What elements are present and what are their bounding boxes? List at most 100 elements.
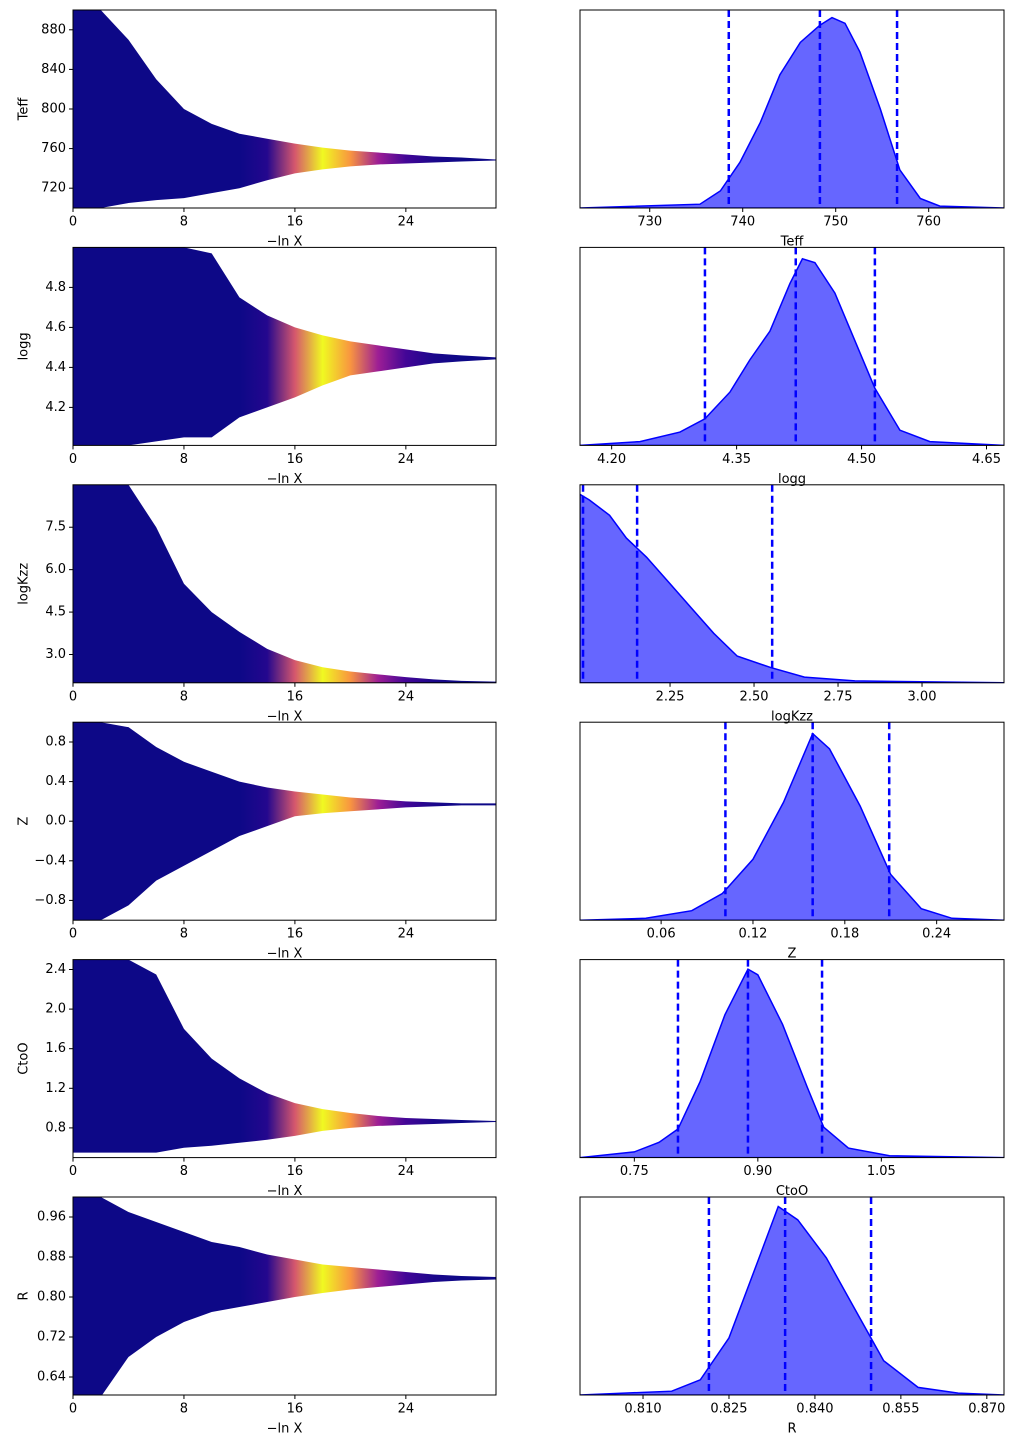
x-tick-label: 24: [398, 927, 415, 942]
y-tick-label: 0.64: [37, 1370, 66, 1385]
x-tick-label: 0.06: [647, 927, 676, 942]
panel: [580, 247, 1004, 446]
x-tick-label: 0: [69, 452, 77, 467]
posterior-density: [580, 16, 1004, 208]
y-axis-label: Teff: [17, 97, 32, 122]
y-tick-label: 1.2: [45, 1081, 66, 1096]
y-tick-label: 840: [41, 62, 66, 77]
x-tick-label: 0: [69, 927, 77, 942]
y-tick-label: 0.0: [45, 814, 66, 829]
x-tick-label: 4.50: [847, 452, 876, 467]
y-tick-label: 4.8: [45, 280, 66, 295]
y-tick-label: 6.0: [45, 562, 66, 577]
x-tick-label: 4.20: [597, 452, 626, 467]
y-tick-label: 880: [41, 22, 66, 37]
panel: [73, 1197, 496, 1395]
posterior-density: [580, 1205, 1004, 1395]
x-tick-label: 0.90: [743, 1164, 772, 1179]
panel: [580, 1197, 1004, 1395]
axes-frame: [579, 1196, 1005, 1396]
axes-frame: [579, 246, 1005, 446]
x-axis-label: −ln X: [267, 235, 303, 250]
x-tick-label: 750: [823, 215, 848, 230]
posterior-density: [580, 493, 1004, 683]
y-tick-label: 800: [41, 102, 66, 117]
panel: [73, 722, 496, 921]
x-tick-label: 16: [287, 1402, 304, 1417]
axes-frame: [72, 246, 497, 446]
y-tick-label: 2.0: [45, 1002, 66, 1017]
y-axis-label: logg: [17, 332, 32, 360]
x-axis-label: R: [787, 1422, 796, 1437]
y-tick-label: 2.4: [45, 962, 66, 977]
x-tick-label: 24: [398, 1164, 415, 1179]
axes-frame: [72, 959, 497, 1159]
y-tick-label: 0.8: [45, 735, 66, 750]
panel: [73, 959, 496, 1153]
x-tick-label: 730: [637, 215, 662, 230]
posterior-density: [580, 732, 1004, 921]
y-tick-label: −0.4: [34, 853, 66, 868]
y-axis-label: logKzz: [17, 563, 32, 605]
x-tick-label: 16: [287, 689, 304, 704]
y-tick-label: 7.5: [45, 520, 66, 535]
x-tick-label: 8: [180, 1164, 188, 1179]
axes-frame: [579, 721, 1005, 921]
panel: [580, 722, 1004, 921]
axes-frame: [579, 484, 1005, 684]
x-tick-label: 16: [287, 1164, 304, 1179]
x-tick-label: 0.18: [830, 927, 859, 942]
x-tick-label: 0: [69, 689, 77, 704]
y-tick-label: 1.6: [45, 1041, 66, 1056]
x-axis-label: Z: [788, 947, 797, 962]
x-tick-label: 1.05: [867, 1164, 896, 1179]
y-tick-label: 4.5: [45, 605, 66, 620]
x-axis-label: −ln X: [267, 1184, 303, 1199]
x-axis-label: −ln X: [267, 709, 303, 724]
x-tick-label: 740: [730, 215, 755, 230]
panel: [580, 10, 1004, 208]
x-tick-label: 0.855: [882, 1402, 919, 1417]
x-tick-label: 0.840: [796, 1402, 833, 1417]
x-tick-label: 8: [180, 215, 188, 230]
y-tick-label: 3.0: [45, 647, 66, 662]
x-axis-label: Teff: [780, 235, 805, 250]
x-axis-label: −ln X: [267, 472, 303, 487]
x-tick-label: 2.50: [740, 689, 769, 704]
x-tick-label: 0.810: [624, 1402, 661, 1417]
y-tick-label: 0.72: [37, 1330, 66, 1345]
x-tick-label: 16: [287, 452, 304, 467]
y-tick-label: 4.2: [45, 400, 66, 415]
x-tick-label: 0.870: [968, 1402, 1005, 1417]
panel: [580, 484, 1004, 683]
x-tick-label: 0.75: [620, 1164, 649, 1179]
panel: [73, 10, 496, 208]
x-tick-label: 16: [287, 215, 304, 230]
x-axis-label: logKzz: [771, 709, 813, 724]
y-tick-label: 720: [41, 181, 66, 196]
y-tick-label: 0.8: [45, 1120, 66, 1135]
y-tick-label: −0.8: [34, 893, 66, 908]
y-tick-label: 0.80: [37, 1290, 66, 1305]
x-axis-label: −ln X: [267, 947, 303, 962]
x-tick-label: 0.12: [738, 927, 767, 942]
sample-band: [73, 10, 496, 208]
x-tick-label: 0.825: [710, 1402, 747, 1417]
axes-frame: [72, 1196, 497, 1396]
x-tick-label: 4.65: [972, 452, 1001, 467]
sample-band: [73, 484, 496, 683]
x-tick-label: 2.25: [656, 689, 685, 704]
y-tick-label: 760: [41, 141, 66, 156]
x-tick-label: 0.24: [922, 927, 951, 942]
posterior-density: [580, 968, 1004, 1158]
axes-frame: [579, 9, 1005, 209]
x-tick-label: 4.35: [722, 452, 751, 467]
x-tick-label: 24: [398, 215, 415, 230]
x-tick-label: 8: [180, 1402, 188, 1417]
sample-band: [73, 247, 496, 446]
x-tick-label: 3.00: [908, 689, 937, 704]
x-axis-label: logg: [778, 472, 806, 487]
sample-band: [73, 959, 496, 1153]
